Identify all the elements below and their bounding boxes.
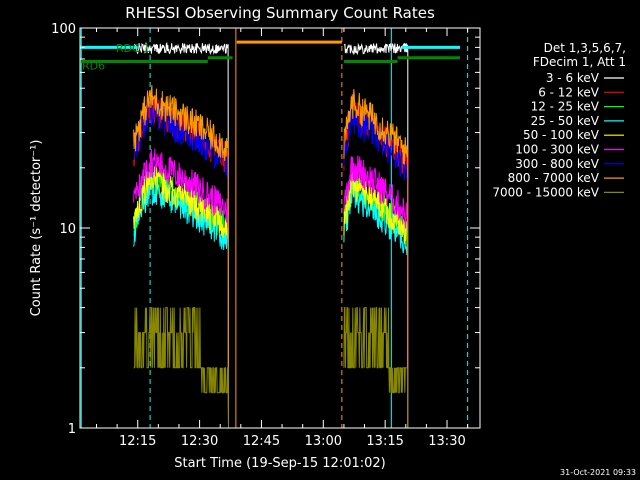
series-line [343,104,409,428]
series-line [343,155,409,428]
series-line [343,89,409,428]
y-tick-label: 100 [51,22,76,37]
legend-label: 12 - 25 keV [531,100,600,114]
series-line [133,148,229,428]
series-line [343,307,409,428]
x-tick-label: 13:30 [428,434,465,449]
footer-timestamp: 31-Oct-2021 09:33 [560,468,636,477]
x-axis-label: Start Time (19-Sep-15 12:01:02) [174,456,385,471]
series-line [343,42,409,428]
series-line [343,171,409,428]
x-tick-label: 13:15 [366,434,403,449]
legend-label: 3 - 6 keV [546,71,600,85]
legend-label: 300 - 800 keV [515,157,599,171]
x-tick-label: 13:00 [305,434,342,449]
legend-label: 800 - 7000 keV [508,171,600,185]
legend: Det 1,3,5,6,7,FDecim 1, Att 1 3 - 6 keV6 … [492,41,626,199]
legend-label: 25 - 50 keV [531,114,600,128]
series-line [133,41,229,428]
legend-label: 6 - 12 keV [538,85,600,99]
y-tick-label: 1 [68,422,76,437]
y-tick-label: 10 [59,222,76,237]
legend-header: FDecim 1, Att 1 [533,55,626,69]
x-tick-label: 12:45 [243,434,280,449]
y-axis: 1 10 100 [51,22,480,437]
legend-label: 50 - 100 keV [523,128,600,142]
rd6-status-label: RD6 [82,60,105,73]
x-axis: 12:15 12:30 12:45 13:00 13:15 13:30 [95,28,469,449]
legend-label: 100 - 300 keV [515,143,599,157]
rdc-status-label: RDC 1 [116,42,150,55]
series-line [133,85,229,428]
legend-header: Det 1,3,5,6,7, [544,41,626,55]
series-line [133,307,229,428]
y-axis-label: Count Rate (s⁻¹ detector⁻¹) [29,140,44,317]
x-tick-label: 12:30 [181,434,218,449]
x-tick-label: 12:15 [119,434,156,449]
legend-label: 7000 - 15000 keV [492,185,599,199]
chart-title: RHESSI Observing Summary Count Rates [125,4,435,22]
plot-area: RDC 1 RD6 [80,28,469,428]
